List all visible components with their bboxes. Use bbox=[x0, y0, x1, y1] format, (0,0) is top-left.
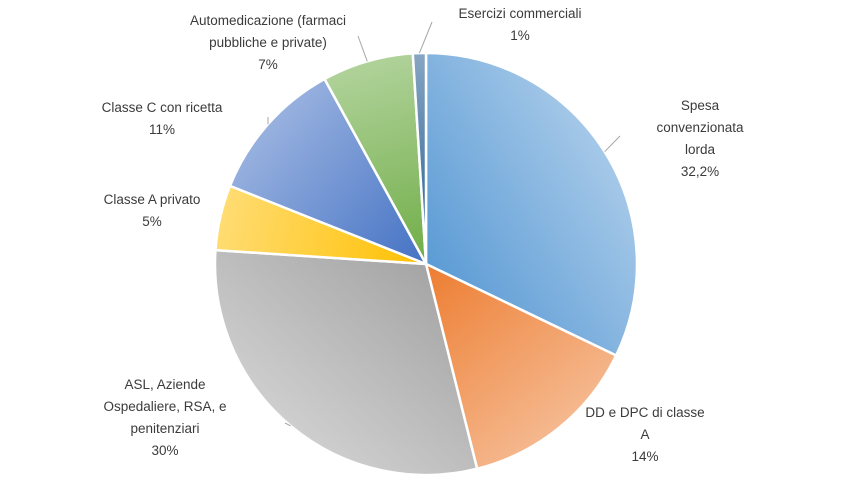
slice-label-line: Automedicazione (farmaci bbox=[190, 13, 346, 28]
slice-label-line: 32,2% bbox=[681, 164, 719, 179]
slice-label-line: A bbox=[640, 427, 649, 442]
pie-slices bbox=[213, 51, 639, 477]
slice-label-line: 14% bbox=[631, 449, 658, 464]
slice-label: Classe C con ricetta 11% bbox=[102, 100, 223, 137]
pie-slice bbox=[424, 51, 639, 357]
slice-label-line: Spesa bbox=[681, 98, 720, 113]
pie-slice bbox=[213, 248, 479, 477]
slice-label-line: 30% bbox=[151, 443, 178, 458]
slice-label-line: Esercizi commerciali bbox=[458, 6, 581, 21]
slice-label-line: 5% bbox=[142, 214, 162, 229]
slice-label: DD e DPC di classe A 14% bbox=[585, 405, 704, 464]
slice-label-line: penitenziari bbox=[130, 421, 199, 436]
leader-lines bbox=[267, 21, 621, 427]
slice-label-line: ASL, Aziende bbox=[124, 377, 205, 392]
slice-label: Automedicazione (farmaci pubbliche e priv… bbox=[190, 13, 346, 72]
slice-label-line: 11% bbox=[149, 122, 175, 137]
leader-line bbox=[357, 35, 368, 62]
slice-label-line: pubbliche e private) bbox=[209, 35, 327, 50]
slice-label-line: Classe C con ricetta bbox=[102, 100, 223, 115]
slice-label-line: lorda bbox=[685, 142, 716, 157]
slice-label: Classe A privato 5% bbox=[104, 192, 201, 229]
leader-line bbox=[604, 135, 621, 153]
pie-slice bbox=[228, 77, 428, 266]
slice-labels: Spesa convenzionata lorda 32,2% DD e DPC di … bbox=[102, 6, 744, 464]
leader-line bbox=[418, 21, 433, 54]
slice-label-line: convenzionata bbox=[656, 120, 744, 135]
slice-label-line: 1% bbox=[510, 28, 530, 43]
leader-line bbox=[284, 422, 291, 427]
slice-label: ASL, Aziende Ospedaliere, RSA, e penitenzi… bbox=[103, 377, 226, 458]
slice-label-line: DD e DPC di classe bbox=[585, 405, 704, 420]
slice-label-line: Classe A privato bbox=[104, 192, 201, 207]
slice-label: Spesa convenzionata lorda 32,2% bbox=[656, 98, 744, 179]
pie-slice bbox=[424, 262, 618, 470]
slice-label: Esercizi commerciali 1% bbox=[458, 6, 581, 43]
slice-label-line: Ospedaliere, RSA, e bbox=[103, 399, 226, 414]
slice-label-line: 7% bbox=[258, 57, 278, 72]
